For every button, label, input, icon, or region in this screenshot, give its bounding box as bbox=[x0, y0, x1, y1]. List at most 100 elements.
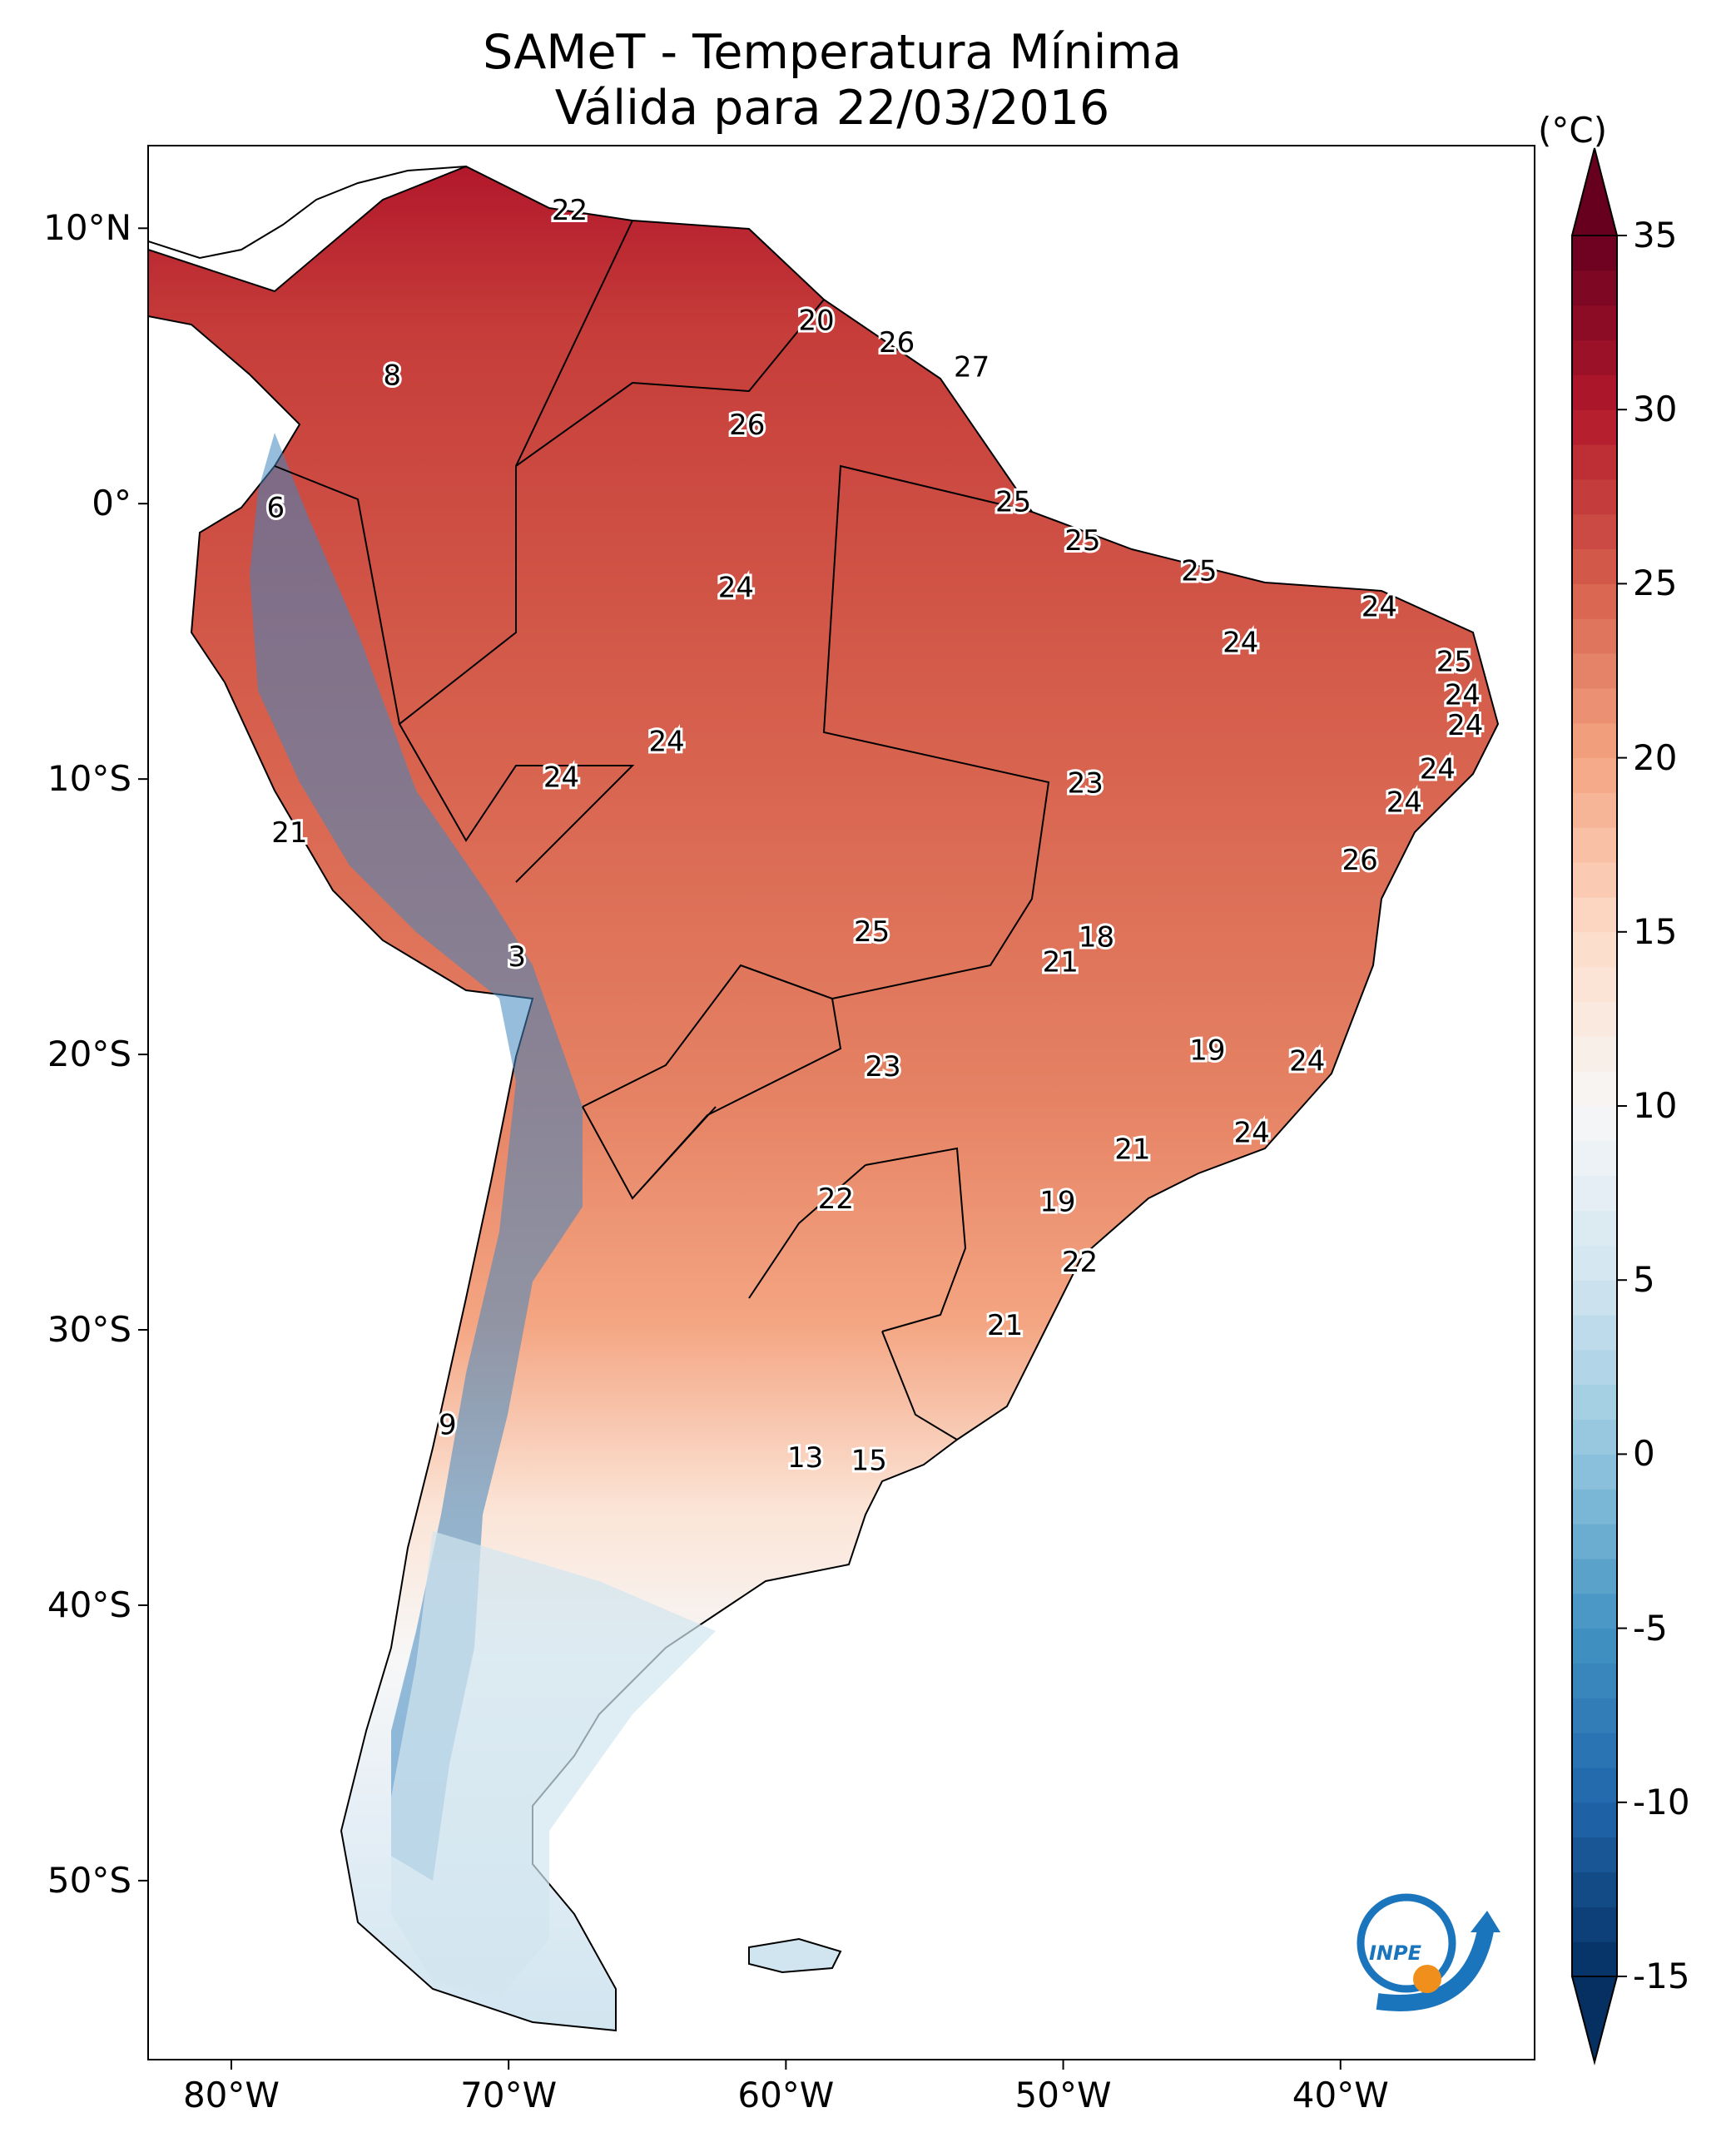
colorbar-segment bbox=[1572, 618, 1617, 654]
colorbar-segment bbox=[1572, 1210, 1617, 1246]
station-temperature-label: 15 bbox=[851, 1444, 887, 1477]
colorbar-segment bbox=[1572, 1245, 1617, 1281]
lat-tick-label: 30°S bbox=[47, 1309, 131, 1351]
patagonia-cool-zone bbox=[391, 1531, 716, 1997]
colorbar bbox=[1570, 147, 1627, 2065]
colorbar-tick-label: 30 bbox=[1633, 389, 1678, 430]
colorbar-tick-label: 5 bbox=[1633, 1259, 1655, 1301]
colorbar-segment bbox=[1572, 966, 1617, 1002]
colorbar-segment bbox=[1572, 1489, 1617, 1525]
colorbar-segment bbox=[1572, 896, 1617, 933]
colorbar-segment bbox=[1572, 827, 1617, 863]
colorbar-segment bbox=[1572, 1907, 1617, 1942]
lon-tick-label: 50°W bbox=[1014, 2075, 1112, 2115]
station-temperature-label: 26 bbox=[879, 326, 915, 359]
colorbar-segment bbox=[1572, 270, 1617, 306]
colorbar-segment bbox=[1572, 1733, 1617, 1768]
map-subtitle: Válida para 22/03/2016 bbox=[554, 81, 1110, 136]
lat-tick-label: 10°N bbox=[43, 207, 131, 249]
logo-arrowhead-icon bbox=[1471, 1911, 1500, 1932]
station-temperature-label: 24 bbox=[1386, 786, 1422, 819]
colorbar-segment bbox=[1572, 583, 1617, 619]
station-temperature-label: 26 bbox=[729, 409, 765, 442]
lon-tick-label: 70°W bbox=[460, 2075, 558, 2115]
station-temperature-label: 22 bbox=[1062, 1246, 1098, 1279]
logo-sun-icon bbox=[1413, 1965, 1441, 1993]
colorbar-segment bbox=[1572, 687, 1617, 724]
colorbar-tick-label: 10 bbox=[1633, 1085, 1678, 1126]
station-temperature-label: 8 bbox=[383, 359, 401, 392]
lat-tick-label: 40°S bbox=[47, 1584, 131, 1625]
lon-tick-label: 60°W bbox=[737, 2075, 835, 2115]
station-temperature-label: 26 bbox=[1342, 844, 1377, 877]
station-temperature-label: 24 bbox=[648, 726, 684, 759]
colorbar-segment bbox=[1572, 305, 1617, 341]
country-borders bbox=[274, 220, 1050, 1440]
colorbar-segment bbox=[1572, 236, 1617, 271]
colorbar-segment bbox=[1572, 548, 1617, 584]
colorbar-segment bbox=[1572, 1175, 1617, 1212]
logo-text: INPE bbox=[1369, 1941, 1422, 1965]
colorbar-bottom-extension bbox=[1570, 1976, 1619, 2065]
colorbar-segment bbox=[1572, 792, 1617, 828]
colorbar-segment bbox=[1572, 374, 1617, 410]
colorbar-tick-label: 0 bbox=[1633, 1433, 1655, 1475]
colorbar-segment bbox=[1572, 1454, 1617, 1490]
lon-tick-label: 80°W bbox=[182, 2075, 280, 2115]
station-temperature-label: 27 bbox=[954, 351, 990, 384]
lon-tick-marks bbox=[230, 2060, 1342, 2070]
station-temperature-label: 21 bbox=[987, 1309, 1023, 1342]
coastline-outline bbox=[148, 166, 467, 260]
station-temperature-label: 24 bbox=[1445, 678, 1481, 712]
colorbar-segment bbox=[1572, 1767, 1617, 1803]
logo-arrow-icon bbox=[1376, 1928, 1494, 2011]
station-temperature-label: 24 bbox=[718, 571, 754, 604]
colorbar-segment bbox=[1572, 1419, 1617, 1455]
colorbar-tick-label: 20 bbox=[1633, 736, 1678, 778]
inpe-logo: INPE bbox=[1357, 1893, 1500, 2011]
colorbar-segment bbox=[1572, 862, 1617, 898]
colorbar-segment bbox=[1572, 757, 1617, 793]
station-temperature-label: 22 bbox=[818, 1183, 854, 1216]
colorbar-segment bbox=[1572, 1872, 1617, 1907]
station-temperature-label: 21 bbox=[1114, 1133, 1150, 1166]
colorbar-tick-label: 25 bbox=[1633, 563, 1678, 604]
colorbar-segment bbox=[1572, 1036, 1617, 1072]
station-temperature-label: 24 bbox=[1420, 753, 1456, 786]
colorbar-segment bbox=[1572, 513, 1617, 550]
station-temperature-label: 23 bbox=[1068, 766, 1104, 800]
lat-tick-label: 50°S bbox=[47, 1859, 131, 1901]
station-temperature-label: 19 bbox=[1189, 1034, 1225, 1067]
colorbar-segment bbox=[1572, 1698, 1617, 1733]
colorbar-segment bbox=[1572, 1628, 1617, 1664]
station-temperature-label: 13 bbox=[787, 1441, 823, 1475]
station-temperature-label: 24 bbox=[1223, 626, 1258, 659]
station-temperature-label: 24 bbox=[1289, 1045, 1325, 1078]
map-frame bbox=[147, 145, 1535, 2060]
station-temperature-label: 23 bbox=[865, 1050, 900, 1083]
colorbar-segment bbox=[1572, 1315, 1617, 1351]
lat-tick-label: 0° bbox=[92, 483, 131, 524]
station-temperature-label: 24 bbox=[543, 761, 579, 795]
colorbar-tick-label: -15 bbox=[1633, 1956, 1690, 1996]
colorbar-segment bbox=[1572, 1071, 1617, 1107]
colorbar-segment bbox=[1572, 1941, 1617, 1977]
colorbar-segment bbox=[1572, 1001, 1617, 1037]
colorbar-segment bbox=[1572, 1140, 1617, 1177]
falkland-islands bbox=[748, 1937, 842, 1974]
colorbar-segment bbox=[1572, 931, 1617, 968]
colorbar-segment bbox=[1572, 444, 1617, 480]
colorbar-tick-label: 35 bbox=[1633, 215, 1678, 255]
station-temperature-label: 20 bbox=[798, 304, 834, 337]
colorbar-segment bbox=[1572, 1106, 1617, 1142]
colorbar-segment bbox=[1572, 722, 1617, 759]
station-temperature-label: 3 bbox=[508, 940, 526, 974]
colorbar-segment bbox=[1572, 1593, 1617, 1629]
station-temperature-label: 24 bbox=[1447, 709, 1483, 742]
station-temperature-label: 19 bbox=[1039, 1185, 1075, 1218]
colorbar-segment bbox=[1572, 478, 1617, 515]
colorbar-tick-label: -5 bbox=[1633, 1607, 1668, 1649]
colorbar-segment bbox=[1572, 1280, 1617, 1316]
